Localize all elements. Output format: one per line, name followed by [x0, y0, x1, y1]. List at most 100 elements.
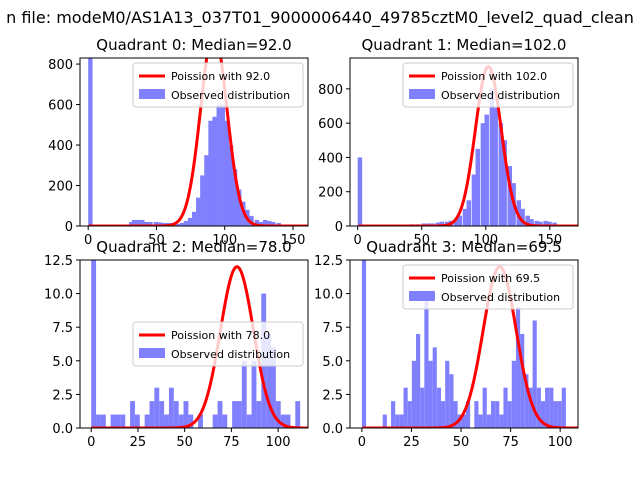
histogram-bar: [474, 401, 479, 428]
histogram-bar: [466, 200, 472, 226]
histogram-bar: [251, 360, 257, 428]
y-tick-label: 400: [48, 139, 73, 154]
histogram-bar: [100, 414, 106, 428]
histogram-bar: [471, 174, 477, 226]
legend-bar-swatch: [139, 348, 165, 358]
histogram-bar: [382, 414, 387, 428]
panel-quadrant-2: 0 25 50 75 100 0.0 2.5 5.0 7.5 10.0 12.5 Quadrant 2…: [44, 238, 309, 450]
legend-box: [402, 62, 574, 108]
histogram-bar: [191, 211, 197, 226]
histogram-bar: [115, 414, 121, 428]
histogram-bar: [432, 347, 437, 428]
histogram-bar: [295, 401, 301, 428]
y-tick-label: 0.0: [322, 422, 343, 437]
histogram-bar: [441, 401, 446, 428]
histogram-bar: [552, 222, 557, 226]
histogram-bar: [220, 104, 225, 226]
histogram-bar: [540, 401, 546, 428]
x-tick-label: 150: [537, 233, 562, 248]
axes-frame: [349, 57, 579, 227]
histogram-bar: [561, 387, 566, 428]
x-tick-label: 100: [212, 233, 237, 248]
x-tick-label: 25: [130, 435, 147, 450]
legend-bar-swatch: [409, 291, 435, 301]
histogram-bar: [262, 219, 268, 226]
histogram-bar: [493, 107, 498, 226]
poisson-curve: [90, 265, 308, 428]
histogram-bar: [179, 222, 185, 226]
x-tick-label: 75: [502, 435, 519, 450]
x-tick-label: 100: [548, 435, 573, 450]
legend-label-poisson: Poission with 78.0: [171, 329, 270, 342]
histogram-bar: [91, 260, 97, 428]
axes-frame: [79, 57, 309, 227]
histogram-bar: [395, 414, 400, 428]
y-tick-label: 7.5: [52, 321, 73, 336]
legend-bar-swatch: [409, 89, 435, 99]
histogram-bar: [480, 123, 486, 226]
histogram-bar: [187, 217, 193, 226]
histogram-bar: [453, 219, 459, 226]
histogram-bar: [490, 401, 496, 428]
y-tick-label: 2.5: [52, 388, 73, 403]
histogram-bar: [159, 401, 165, 428]
panel-quadrant-3: 0 25 50 75 100 0.0 2.5 5.0 7.5 10.0 12.5 Quadrant 3…: [314, 238, 579, 450]
legend-label-poisson: Poission with 69.5: [441, 272, 540, 285]
histogram-bar: [538, 221, 543, 226]
x-tick-label: 100: [266, 435, 291, 450]
histogram-bar: [256, 401, 262, 428]
histogram-bar: [475, 148, 481, 226]
histogram-bar: [545, 387, 550, 428]
histogram-bar: [435, 222, 441, 226]
y-tick-label: 7.5: [322, 321, 343, 336]
legend-label-observed: Observed distribution: [171, 89, 290, 102]
histogram-bar: [157, 222, 163, 226]
histogram-bar: [232, 401, 237, 428]
x-tick-label: 50: [413, 233, 430, 248]
chart-title: Quadrant 1: Median=102.0: [362, 36, 567, 54]
chart-title: Quadrant 3: Median=69.5: [366, 238, 561, 256]
legend: Poission with 78.0 Observed distribution: [132, 321, 304, 367]
figure-suptitle: n file: modeM0/AS1A13_037T01_9000006440_…: [6, 8, 634, 28]
legend-label-observed: Observed distribution: [171, 348, 290, 361]
histogram-bar: [428, 360, 433, 428]
chart-title: Quadrant 2: Median=78.0: [96, 238, 291, 256]
x-tick-label: 75: [223, 435, 240, 450]
y-tick-label: 5.0: [52, 355, 73, 370]
histogram-bar: [258, 221, 264, 226]
histogram-bar: [536, 387, 541, 428]
histogram-bar: [495, 401, 500, 428]
histogram-bar: [285, 414, 291, 428]
x-tick-label: 0: [358, 435, 366, 450]
histogram-bar: [140, 219, 145, 226]
histogram-bar: [511, 360, 516, 428]
histogram-bar: [216, 104, 221, 226]
histogram-bar: [204, 155, 209, 226]
histogram-bar: [120, 414, 126, 428]
histogram-bar: [175, 223, 180, 226]
histogram-bar: [246, 414, 252, 428]
x-tick-label: 50: [176, 435, 193, 450]
histogram-bar: [462, 208, 468, 226]
histogram-bar: [553, 401, 558, 428]
histogram-bar: [224, 120, 230, 226]
histogram-bar: [237, 189, 242, 226]
histogram-bar: [482, 387, 487, 428]
y-tick-label: 0: [335, 220, 343, 235]
histogram-bar: [489, 88, 495, 226]
histogram-bar: [453, 401, 458, 428]
histogram-bar: [465, 401, 471, 428]
y-tick-label: 200: [48, 180, 73, 195]
legend-label-observed: Observed distribution: [441, 89, 560, 102]
histogram-bar: [457, 215, 463, 226]
panel-quadrant-0: 0 50 100 150 0 200 400 600 800 Quadrant 0: Median…: [48, 36, 309, 248]
histogram-bar: [407, 401, 412, 428]
data-marks: [361, 260, 578, 428]
histogram-bar: [499, 414, 504, 428]
histogram-bar: [436, 387, 441, 428]
histogram-bar: [200, 175, 205, 226]
histogram-bar: [217, 401, 223, 428]
histogram-bar: [144, 221, 149, 226]
histogram-bar: [131, 219, 137, 226]
